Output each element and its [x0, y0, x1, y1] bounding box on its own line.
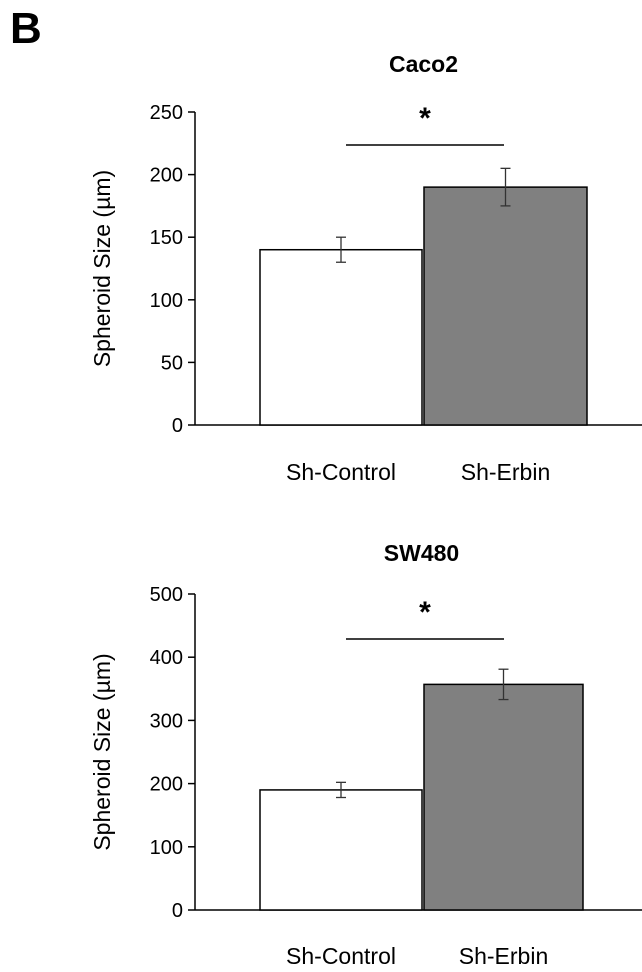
y-tick-label: 300 — [150, 710, 183, 732]
y-axis-label: Spheroid Size (µm) — [89, 170, 115, 367]
caco2-chart: Caco2 0 50 100 150 200 250 Spheroid Size (µm) Sh… — [89, 51, 642, 485]
category-label: Sh-Erbin — [459, 943, 548, 969]
y-tick-label: 0 — [172, 415, 183, 437]
chart-title: Caco2 — [389, 51, 458, 77]
y-tick-label: 100 — [150, 290, 183, 312]
category-label: Sh-Control — [286, 459, 396, 485]
y-tick-label: 150 — [150, 227, 183, 249]
significance-star: * — [419, 102, 431, 135]
bar — [259, 248, 423, 426]
y-tick-label: 200 — [150, 774, 183, 796]
category-label: Sh-Erbin — [461, 459, 550, 485]
y-tick-label: 200 — [150, 165, 183, 187]
y-tick-label: 400 — [150, 647, 183, 669]
category-label: Sh-Control — [286, 943, 396, 969]
sw480-chart: SW480 0 100 200 300 400 500 Spheroid Size (µm) S… — [89, 540, 642, 969]
chart-title: SW480 — [384, 540, 459, 566]
y-axis-label: Spheroid Size (µm) — [89, 653, 115, 850]
y-tick-label: 0 — [172, 900, 183, 922]
bar — [259, 789, 423, 911]
y-tick-label: 250 — [150, 102, 183, 124]
y-tick-label: 50 — [161, 352, 183, 374]
y-tick-label: 100 — [150, 837, 183, 859]
y-tick-label: 500 — [150, 584, 183, 606]
bar — [423, 186, 588, 426]
panel-label: B — [10, 4, 42, 53]
significance-star: * — [419, 596, 431, 629]
bar — [423, 683, 584, 911]
